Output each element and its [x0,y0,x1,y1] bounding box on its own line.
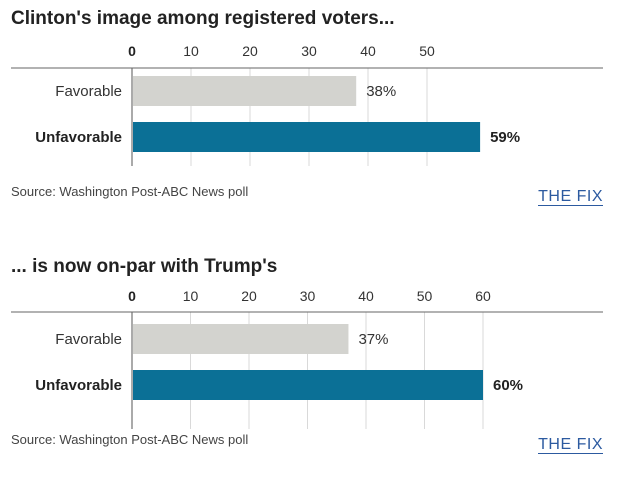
x-tick-label: 30 [301,43,317,59]
source-note: Source: Washington Post-ABC News poll [11,184,249,199]
category-label: Favorable [55,83,122,100]
x-tick-label: 40 [358,288,374,304]
brand-text: THE FIX [538,188,603,206]
brand-logo-the-fix[interactable]: THE FIX [538,188,603,206]
chart-panel-clinton: Clinton's image among registered voters.… [0,8,629,218]
chart-title: ... is now on-par with Trump's [11,256,278,277]
x-tick-label: 10 [183,288,199,304]
source-note: Source: Washington Post-ABC News poll [11,432,249,447]
bar-chart-clinton: 0 10 20 30 40 50 Favorable 38% Unfavorable 59% [11,43,603,166]
value-label: 37% [358,331,388,348]
bar-favorable [133,76,357,106]
chart-title: Clinton's image among registered voters.… [11,8,395,29]
value-label: 60% [493,377,523,394]
x-tick-label: 60 [475,288,491,304]
x-tick-label: 0 [128,43,136,59]
category-label: Favorable [55,331,122,348]
x-tick-label: 0 [128,288,136,304]
x-tick-label: 20 [242,43,258,59]
category-label: Unfavorable [35,129,122,146]
x-tick-label: 50 [417,288,433,304]
bar-unfavorable [133,122,481,152]
value-label: 59% [490,129,520,146]
brand-logo-the-fix[interactable]: THE FIX [538,436,603,454]
value-label: 38% [366,83,396,100]
bar-favorable [133,324,349,354]
x-tick-label: 30 [300,288,316,304]
x-tick-label: 50 [419,43,435,59]
x-tick-label: 40 [360,43,376,59]
bar-chart-comparison: 0 10 20 30 40 50 60 Favorable 37% Unfavorable 60% [11,288,603,429]
brand-text: THE FIX [538,436,603,454]
x-tick-label: 10 [183,43,199,59]
chart-panel-comparison: ... is now on-par with Trump's 0 10 20 30 40… [0,256,629,466]
category-label: Unfavorable [35,377,122,394]
bar-unfavorable [133,370,483,400]
x-tick-label: 20 [241,288,257,304]
